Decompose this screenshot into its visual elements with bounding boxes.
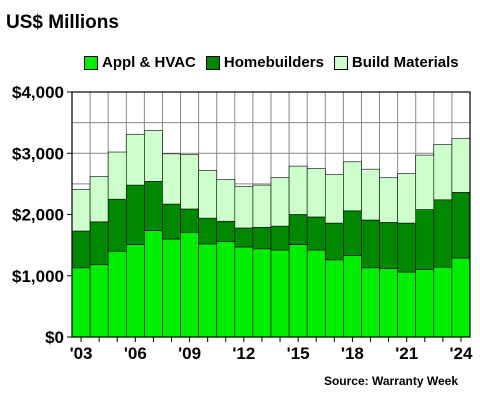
bar-homebuilders-2009 bbox=[180, 208, 199, 233]
bar-build-materials-2019 bbox=[361, 168, 380, 221]
bar-build-materials-2007 bbox=[144, 130, 163, 182]
bar-appl-hvac-2019 bbox=[361, 267, 380, 338]
y-tick-label: $2,000 bbox=[12, 206, 64, 225]
bar-homebuilders-2019 bbox=[361, 219, 380, 269]
bar-build-materials-2006 bbox=[125, 133, 145, 186]
bar-build-materials-2012 bbox=[234, 186, 254, 229]
bar-build-materials-2021 bbox=[397, 173, 417, 224]
bar-build-materials-2003 bbox=[71, 189, 91, 232]
bar-build-materials-2024 bbox=[451, 138, 471, 193]
bar-appl-hvac-2006 bbox=[125, 244, 145, 338]
bar-build-materials-2023 bbox=[433, 144, 453, 201]
bar-build-materials-2018 bbox=[343, 161, 362, 212]
legend-label-appl-hvac: Appl & HVAC bbox=[102, 54, 196, 71]
x-tick-label: '03 bbox=[70, 344, 93, 363]
bar-homebuilders-2021 bbox=[397, 222, 417, 273]
bar-homebuilders-2006 bbox=[125, 184, 145, 245]
bar-homebuilders-2013 bbox=[252, 227, 272, 250]
bar-build-materials-2014 bbox=[270, 177, 290, 227]
bar-appl-hvac-2007 bbox=[144, 230, 163, 338]
bar-homebuilders-2014 bbox=[270, 225, 290, 251]
bar-build-materials-2011 bbox=[216, 179, 236, 222]
bar-homebuilders-2010 bbox=[198, 217, 218, 245]
legend-item-homebuilders: Homebuilders bbox=[205, 54, 324, 71]
x-tick-label: '21 bbox=[395, 344, 418, 363]
y-tick-label: $4,000 bbox=[12, 83, 64, 102]
bar-build-materials-2022 bbox=[415, 154, 435, 210]
bar-build-materials-2008 bbox=[162, 153, 181, 205]
legend-item-appl-hvac: Appl & HVAC bbox=[84, 54, 196, 71]
bar-appl-hvac-2017 bbox=[324, 259, 344, 338]
bar-build-materials-2009 bbox=[180, 154, 199, 210]
bar-appl-hvac-2014 bbox=[270, 249, 290, 338]
y-tick-label: $0 bbox=[45, 328, 64, 347]
bar-build-materials-2005 bbox=[107, 151, 127, 200]
bar-appl-hvac-2021 bbox=[397, 271, 417, 338]
bar-homebuilders-2020 bbox=[379, 222, 398, 269]
chart-title: US$ Millions bbox=[6, 12, 119, 33]
bar-homebuilders-2003 bbox=[71, 230, 91, 269]
bar-homebuilders-2015 bbox=[288, 214, 308, 245]
bar-build-materials-2020 bbox=[379, 177, 398, 223]
legend-swatch-appl-hvac bbox=[84, 55, 98, 70]
bar-homebuilders-2007 bbox=[144, 181, 163, 231]
bar-homebuilders-2022 bbox=[415, 209, 435, 270]
bar-appl-hvac-2023 bbox=[433, 266, 453, 338]
x-tick-label: '12 bbox=[232, 344, 255, 363]
bar-homebuilders-2012 bbox=[234, 227, 254, 248]
bar-build-materials-2017 bbox=[324, 174, 344, 224]
source-note: Source: Warranty Week bbox=[323, 374, 458, 388]
legend-swatch-build-materials bbox=[333, 55, 348, 70]
bar-appl-hvac-2003 bbox=[71, 267, 91, 338]
bar-appl-hvac-2020 bbox=[379, 268, 398, 338]
bar-homebuilders-2008 bbox=[162, 203, 181, 240]
legend: Appl & HVAC Homebuilders Build Materials bbox=[84, 54, 459, 71]
bar-homebuilders-2016 bbox=[306, 216, 326, 251]
bar-homebuilders-2004 bbox=[89, 221, 109, 266]
legend-swatch-homebuilders bbox=[205, 55, 220, 70]
bar-build-materials-2010 bbox=[198, 170, 218, 219]
bar-appl-hvac-2013 bbox=[252, 248, 272, 338]
bar-build-materials-2004 bbox=[89, 176, 109, 223]
bar-build-materials-2013 bbox=[252, 184, 272, 228]
bar-homebuilders-2011 bbox=[216, 220, 236, 242]
bar-homebuilders-2005 bbox=[107, 198, 127, 252]
bar-appl-hvac-2005 bbox=[107, 250, 127, 338]
y-tick-label: $1,000 bbox=[12, 267, 64, 286]
legend-label-build-materials: Build Materials bbox=[351, 54, 459, 71]
bar-homebuilders-2023 bbox=[433, 199, 453, 268]
x-tick-label: '15 bbox=[287, 344, 310, 363]
bar-appl-hvac-2015 bbox=[288, 244, 308, 338]
bar-appl-hvac-2010 bbox=[198, 243, 218, 338]
x-tick-label: '09 bbox=[178, 344, 201, 363]
bar-appl-hvac-2018 bbox=[343, 255, 362, 338]
bar-appl-hvac-2008 bbox=[162, 238, 181, 338]
legend-label-homebuilders: Homebuilders bbox=[223, 54, 324, 71]
bar-appl-hvac-2009 bbox=[180, 231, 199, 338]
bar-appl-hvac-2004 bbox=[89, 264, 109, 338]
bar-build-materials-2015 bbox=[288, 165, 308, 215]
x-tick-label: '18 bbox=[341, 344, 364, 363]
y-tick-label: $3,000 bbox=[12, 144, 64, 163]
bar-homebuilders-2017 bbox=[324, 222, 344, 261]
bar-appl-hvac-2024 bbox=[451, 257, 471, 338]
bar-homebuilders-2024 bbox=[451, 192, 471, 259]
bar-build-materials-2016 bbox=[306, 168, 326, 218]
bar-appl-hvac-2012 bbox=[234, 246, 254, 338]
bar-homebuilders-2018 bbox=[343, 210, 362, 256]
legend-item-build-materials: Build Materials bbox=[333, 54, 459, 71]
x-tick-label: '24 bbox=[449, 344, 472, 363]
bar-appl-hvac-2011 bbox=[216, 241, 236, 338]
x-tick-label: '06 bbox=[124, 344, 147, 363]
bar-appl-hvac-2022 bbox=[415, 269, 435, 338]
bar-appl-hvac-2016 bbox=[306, 249, 326, 338]
